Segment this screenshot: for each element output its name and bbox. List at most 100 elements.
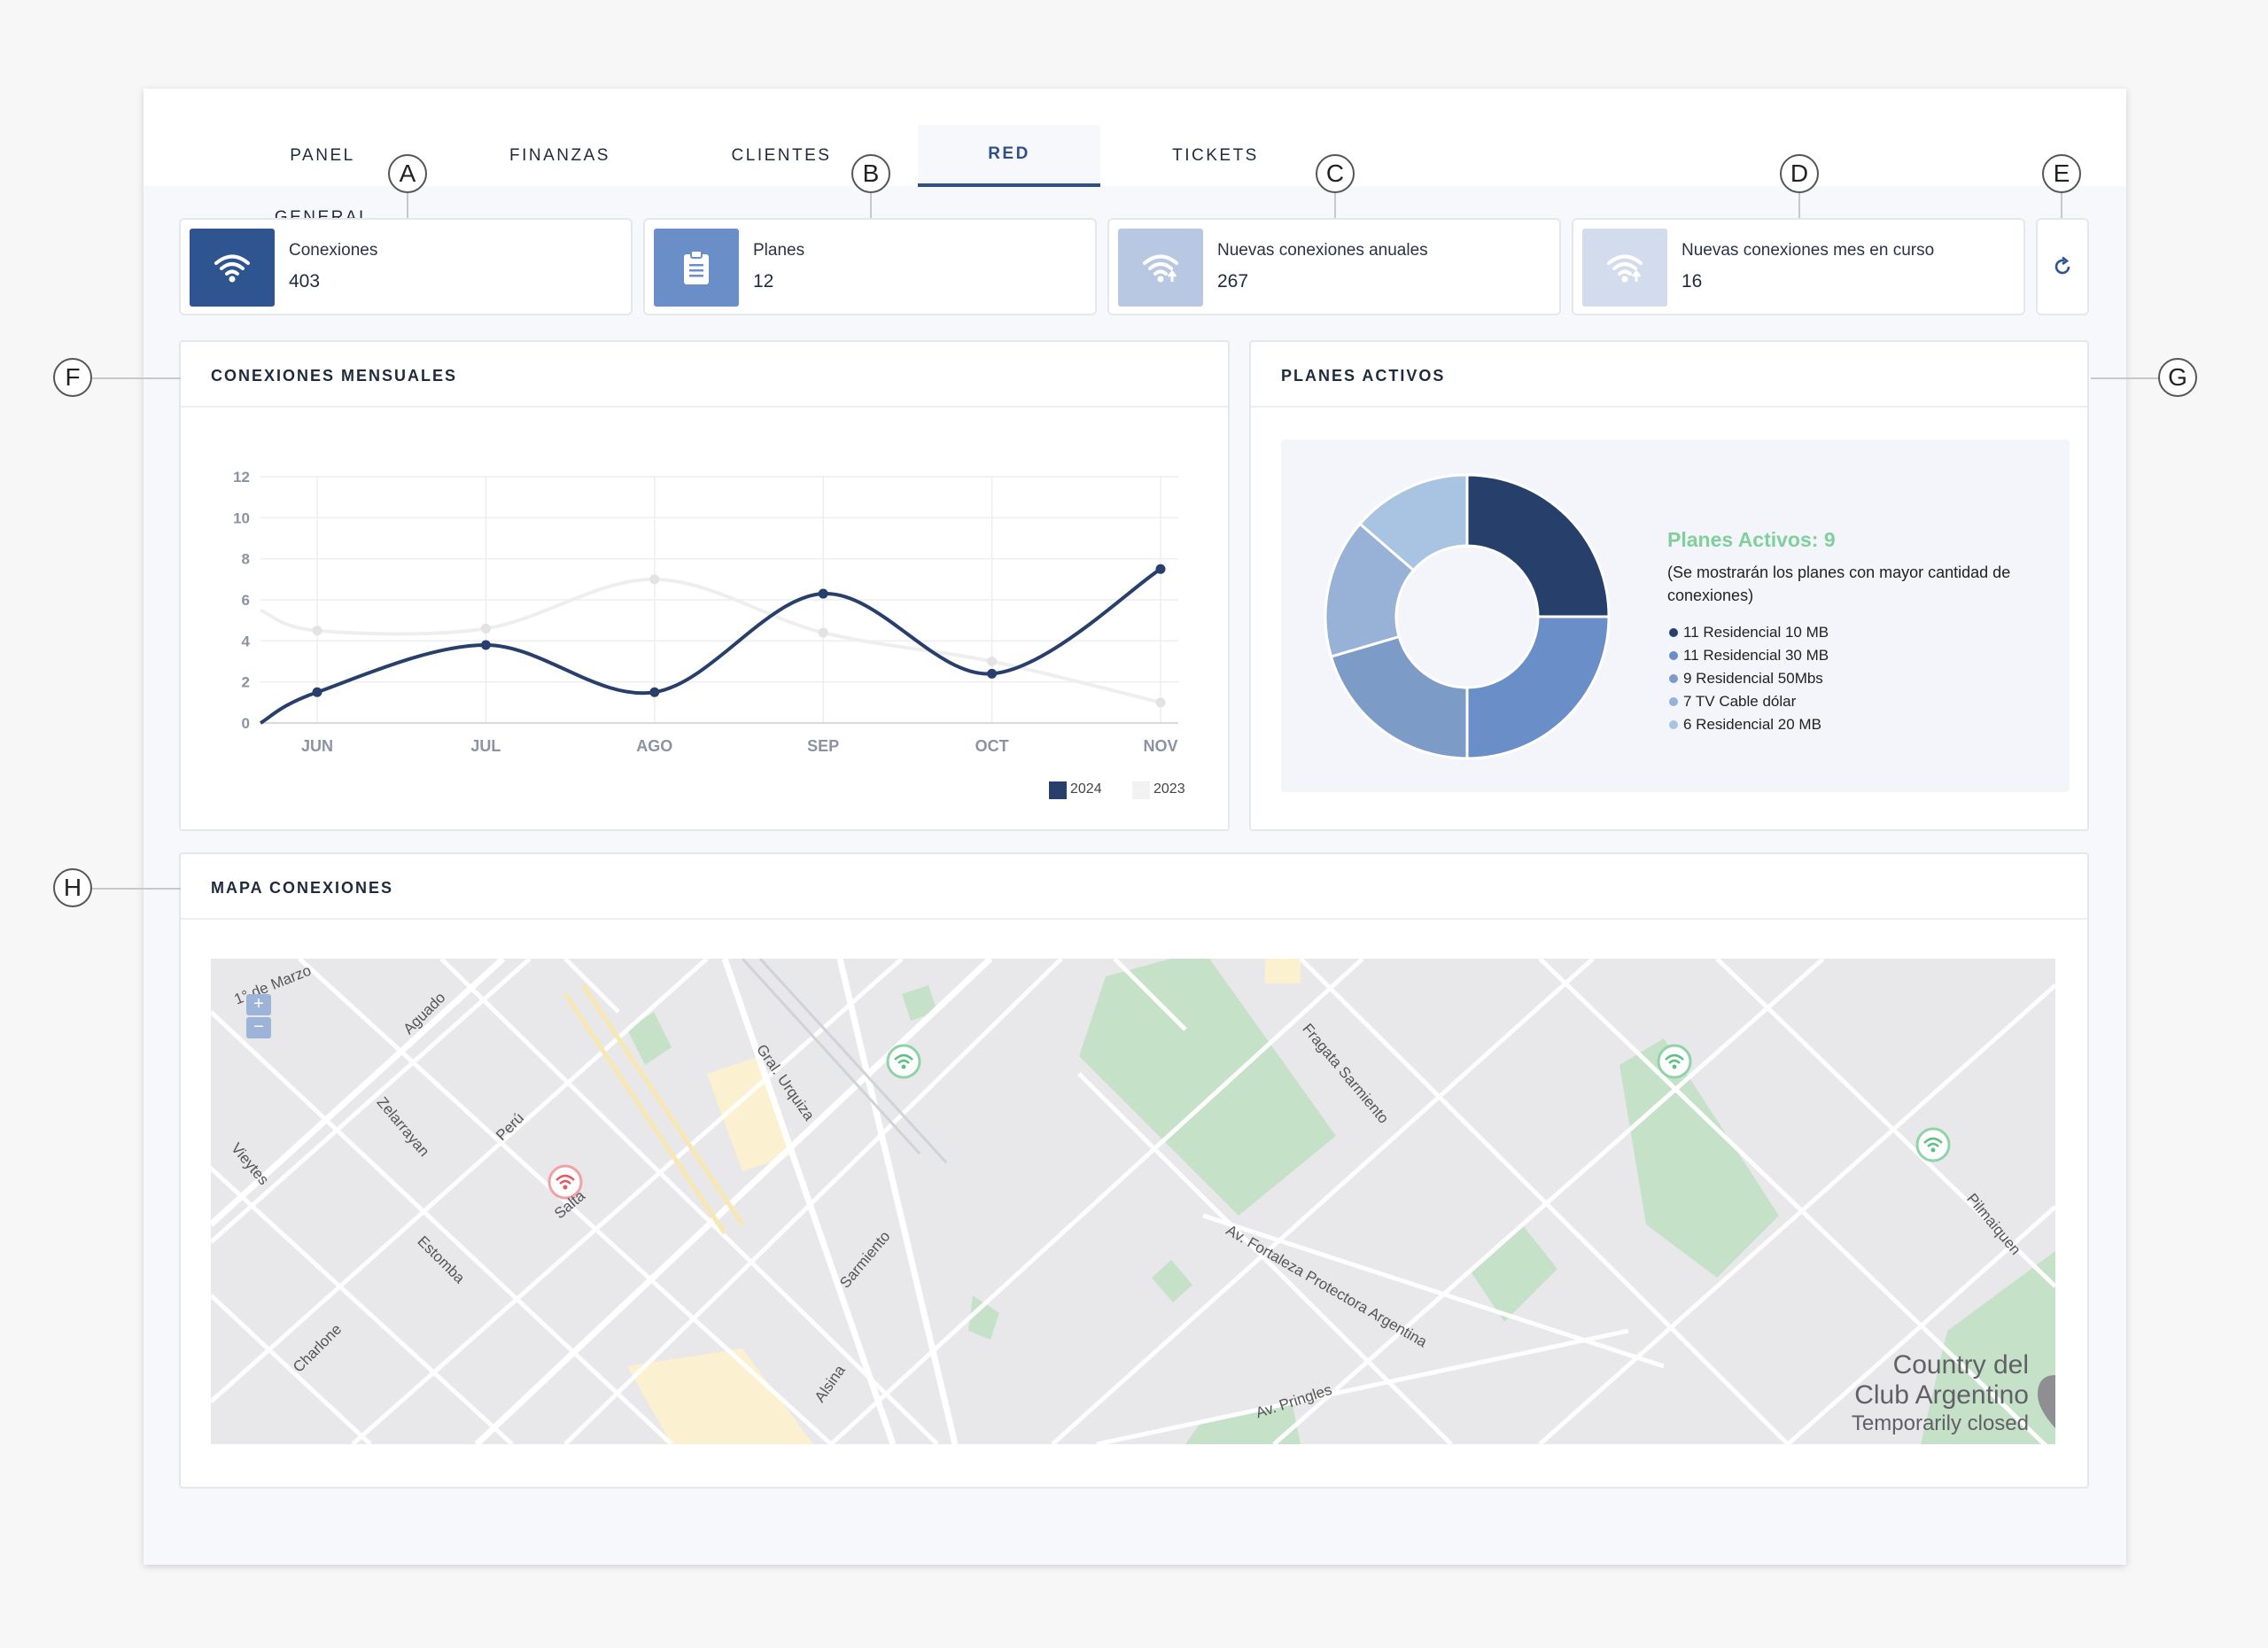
callout-a: A [388,154,427,193]
donut-chart [1324,473,1611,760]
callout-line [1334,193,1336,218]
data-point-2024 [480,640,491,650]
tab-tickets[interactable]: TICKETS [1172,146,1259,165]
donut-slice [1465,473,1611,618]
wifi-marker [1915,1127,1951,1162]
panel-title: PLANES ACTIVOS [1281,367,1446,385]
divider [1251,406,2087,408]
tab-bar: PANEL GENERAL FINANZAS CLIENTES RED TICK… [144,89,2126,227]
tab-finanzas[interactable]: FINANZAS [509,146,610,165]
wifi-up-icon [1582,229,1667,307]
wifi-marker-offline [548,1164,583,1200]
callout-line [2061,193,2062,218]
panel-mapa-conexiones: MAPA CONEXIONES [179,852,2089,1489]
donut-legend-item: 6 Residencial 20 MB [1669,716,1821,734]
stat-value: 12 [753,271,774,292]
panel-title: CONEXIONES MENSUALES [211,367,458,385]
donut-slice [1329,634,1469,760]
panel-title: MAPA CONEXIONES [211,879,394,897]
data-point-2024 [1155,564,1166,574]
stat-card-nuevas-anuales: Nuevas conexiones anuales 267 [1107,218,1561,315]
donut-legend-item: 11 Residencial 30 MB [1669,647,1829,665]
wifi-icon [190,229,275,307]
stat-card-nuevas-mes: Nuevas conexiones mes en curso 16 [1572,218,2025,315]
donut-legend-item: 7 TV Cable dólar [1669,693,1796,711]
donut-subtitle: (Se mostrarán los planes con mayor canti… [1667,564,2011,604]
refresh-button[interactable] [2036,218,2089,315]
x-tick-label: OCT [975,737,1009,755]
legend-dot [1669,696,1678,706]
data-point-2023 [987,657,998,666]
donut-chart-area: Planes Activos: 9 (Se mostrarán los plan… [1281,439,2070,792]
line-chart: 0 2 4 6 8 10 12 JUN JUL AGO SEP OCT NOV [233,469,1178,755]
map-view[interactable]: 1° de Marzo Aguado Zelarrayan Vieytes Pe… [211,959,2055,1444]
series-line-2024 [259,567,1162,725]
tab-panel-general[interactable]: PANEL GENERAL [275,146,369,227]
map-canvas [211,959,2055,1444]
x-tick-label: NOV [1143,737,1177,755]
callout-line [92,377,181,379]
y-tick-label: 8 [242,551,250,568]
place-label: Country del Club Argentino Temporarily c… [1852,1350,2029,1437]
stat-label: Conexiones [289,241,378,260]
legend-swatch-2023 [1132,781,1150,799]
donut-heading: Planes Activos: 9 [1667,528,1836,551]
legend-label: 9 Residencial 50Mbs [1683,670,1823,687]
x-tick-label: JUL [470,737,501,755]
callout-line [870,193,872,218]
donut-slice [1357,473,1469,572]
y-tick-label: 4 [242,633,251,649]
wifi-up-icon [1118,229,1203,307]
place-name-line1: Country del [1892,1350,2029,1380]
callout-d: D [1780,154,1819,193]
y-tick-label: 6 [242,592,250,609]
legend-label-2023: 2023 [1153,781,1185,797]
data-point-2024 [312,687,322,697]
stat-card-planes: Planes 12 [643,218,1097,315]
donut-legend-item: 11 Residencial 10 MB [1669,624,1829,641]
legend-dot [1669,650,1678,660]
callout-h: H [53,868,92,907]
data-point-2024 [818,588,828,599]
callout-line [1798,193,1800,218]
panel-conexiones-mensuales: CONEXIONES MENSUALES 0 2 4 6 8 10 12 JUN JUL AGO S… [179,340,1230,831]
legend-label: 11 Residencial 30 MB [1683,647,1829,664]
refresh-icon [2054,256,2070,275]
place-pin-icon [2038,1375,2055,1428]
data-point-2023 [818,627,828,638]
stat-value: 267 [1217,271,1249,292]
stat-label: Nuevas conexiones anuales [1217,241,1428,260]
stat-card-conexiones: Conexiones 403 [179,218,633,315]
wifi-marker [1657,1044,1692,1079]
legend-swatch-2024 [1049,781,1067,799]
divider [181,406,1228,408]
donut-slice [1465,615,1611,760]
divider [181,918,2087,920]
panel-planes-activos: PLANES ACTIVOS Planes Activos: 9 (Se mos… [1249,340,2089,831]
data-point-2023 [1155,697,1166,708]
x-tick-label: JUN [301,737,333,755]
callout-g: G [2158,358,2197,397]
tab-clientes[interactable]: CLIENTES [731,146,832,165]
place-name-line2: Club Argentino [1854,1380,2029,1410]
data-point-2023 [649,574,660,585]
legend-dot [1669,719,1678,729]
zoom-out-button[interactable]: − [246,1017,271,1038]
tab-red[interactable]: RED [918,125,1100,187]
callout-b: B [851,154,890,193]
callout-line [2091,377,2162,379]
zoom-in-button[interactable]: + [246,994,271,1015]
donut-legend-item: 9 Residencial 50Mbs [1669,670,1823,688]
y-tick-label: 12 [233,469,250,486]
place-status: Temporarily closed [1851,1411,2029,1435]
data-point-2023 [312,626,322,636]
legend-label-2024: 2024 [1070,781,1102,797]
stat-value: 16 [1682,271,1703,292]
callout-line [92,888,181,890]
y-tick-label: 0 [242,715,250,732]
y-tick-label: 10 [233,509,250,526]
x-tick-label: SEP [807,737,839,755]
legend-label: 7 TV Cable dólar [1683,693,1797,710]
wifi-marker [886,1044,921,1079]
callout-c: C [1316,154,1355,193]
